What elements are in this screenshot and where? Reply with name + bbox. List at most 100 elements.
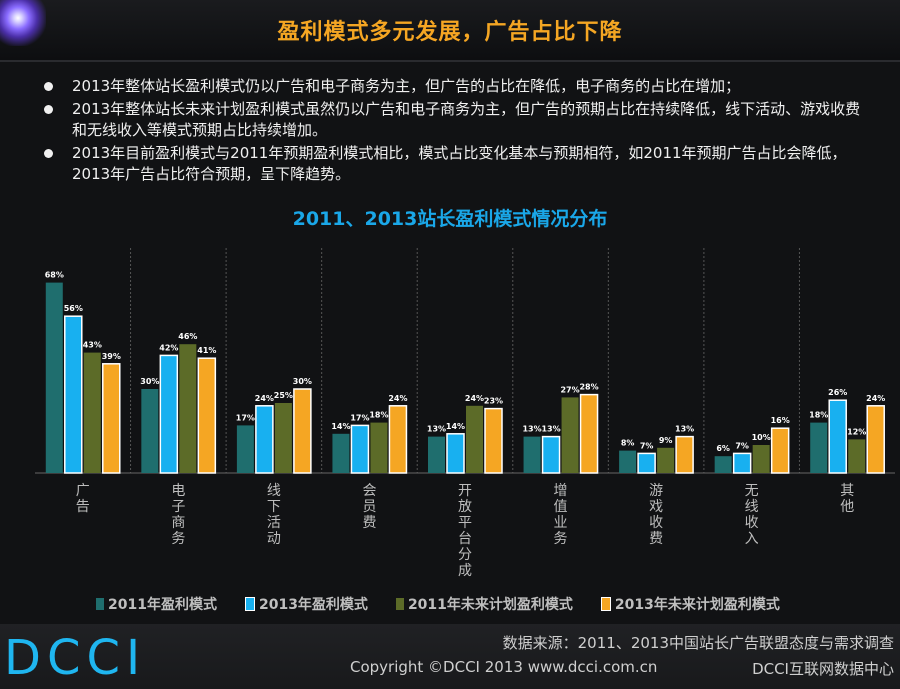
data-label-5-0: 13% xyxy=(522,425,541,434)
bullet-item: 2013年整体站长盈利模式仍以广告和电子商务为主，但广告的占比在降低，电子商务的… xyxy=(44,76,874,97)
bar-8-1 xyxy=(828,399,847,474)
legend-label: 2013年盈利模式 xyxy=(258,597,368,613)
data-label-6-3: 13% xyxy=(675,425,694,434)
bar-0-0 xyxy=(45,282,63,473)
legend-swatch xyxy=(244,597,255,611)
data-label-8-3: 24% xyxy=(866,394,885,403)
bullet-list: 2013年整体站长盈利模式仍以广告和电子商务为主，但广告的占比在降低，电子商务的… xyxy=(44,76,874,187)
bar-1-3 xyxy=(197,357,217,474)
legend-swatch xyxy=(96,598,104,610)
bar-3-1 xyxy=(350,424,370,474)
chart-title: 2011、2013站长盈利模式情况分布 xyxy=(292,208,608,230)
bar-5-3 xyxy=(579,393,599,474)
bar-8-0 xyxy=(810,422,828,473)
legend-item-2013-future: 2013年未来计划盈利模式 xyxy=(600,594,780,614)
category-label-0-char-0: 广 xyxy=(76,483,90,499)
page-title: 盈利模式多元发展，广告占比下降 xyxy=(277,20,623,45)
category-label-5-char-2: 业 xyxy=(554,515,568,531)
bar-3-0 xyxy=(332,433,350,473)
title-band xyxy=(0,0,900,62)
bar-8-3 xyxy=(866,405,885,474)
bar-8-2 xyxy=(848,439,866,473)
legend-label: 2011年盈利模式 xyxy=(108,597,217,613)
category-label-1-char-2: 商 xyxy=(171,515,185,531)
bar-3-2 xyxy=(370,422,388,473)
bar-2-1 xyxy=(255,405,274,474)
bar-4-0 xyxy=(428,436,445,473)
legend-swatch xyxy=(395,598,404,610)
bar-4-2 xyxy=(466,405,483,473)
data-label-3-0: 14% xyxy=(331,422,350,431)
legend-item-2013-current: 2013年盈利模式 xyxy=(244,594,368,614)
legend-swatch xyxy=(600,597,611,611)
bar-4-1 xyxy=(446,433,465,474)
category-label-7-char-3: 入 xyxy=(745,531,759,547)
bar-2-3 xyxy=(293,388,312,474)
data-label-4-1: 14% xyxy=(446,422,465,431)
dcci-logo: DCCI xyxy=(4,630,147,686)
glow-orb-decoration xyxy=(0,0,46,46)
bar-3-3 xyxy=(388,405,408,474)
bar-6-1 xyxy=(637,452,656,474)
category-label-6-char-2: 收 xyxy=(649,515,663,531)
category-label-1-char-3: 务 xyxy=(171,531,185,547)
category-label-7-char-2: 收 xyxy=(745,515,759,531)
data-label-4-0: 13% xyxy=(427,425,446,434)
data-label-0-3: 39% xyxy=(102,352,121,361)
data-label-2-0: 17% xyxy=(236,413,255,422)
category-label-4-char-5: 成 xyxy=(458,563,472,579)
bar-5-0 xyxy=(523,436,541,473)
category-label-4-char-0: 开 xyxy=(458,483,472,499)
category-label-4-char-4: 分 xyxy=(458,547,472,563)
category-label-4-char-2: 平 xyxy=(458,515,472,531)
bar-5-2 xyxy=(561,397,579,473)
legend-item-2011-current: 2011年盈利模式 xyxy=(96,594,217,614)
data-label-6-0: 8% xyxy=(621,439,635,448)
category-label-0-char-1: 告 xyxy=(76,499,90,515)
data-label-3-3: 24% xyxy=(388,394,407,403)
bullet-item: 2013年目前盈利模式与2011年预期盈利模式相比，模式占比变化基本与预期相符，… xyxy=(44,143,874,185)
legend-label: 2011年未来计划盈利模式 xyxy=(407,597,573,613)
category-label-6-char-0: 游 xyxy=(649,483,663,499)
category-label-7-char-1: 线 xyxy=(745,499,759,515)
bar-7-3 xyxy=(770,427,790,474)
data-label-7-1: 7% xyxy=(735,441,749,450)
data-label-4-2: 24% xyxy=(465,394,484,403)
bar-6-0 xyxy=(619,450,637,473)
data-label-7-3: 16% xyxy=(771,416,790,425)
category-label-1-char-1: 子 xyxy=(171,499,185,515)
data-source: 数据来源：2011、2013中国站长广告联盟态度与需求调查 xyxy=(502,634,894,652)
data-label-6-1: 7% xyxy=(640,441,654,450)
bar-4-3 xyxy=(484,407,503,474)
company-name: DCCI互联网数据中心 xyxy=(752,660,894,678)
category-label-5-char-0: 增 xyxy=(554,483,568,499)
bar-0-2 xyxy=(83,352,101,473)
category-label-3-char-1: 员 xyxy=(362,499,376,515)
legend-item-2011-future: 2011年未来计划盈利模式 xyxy=(395,594,573,614)
data-label-1-2: 46% xyxy=(178,332,197,341)
data-label-8-2: 12% xyxy=(847,427,866,436)
data-label-8-1: 26% xyxy=(828,388,847,397)
bar-0-3 xyxy=(102,363,121,474)
bar-2-2 xyxy=(274,403,292,473)
data-label-2-1: 24% xyxy=(255,394,274,403)
bar-1-2 xyxy=(179,344,197,473)
chart-legend: 2011年盈利模式 2013年盈利模式 2011年未来计划盈利模式 2013年未… xyxy=(96,594,780,614)
bar-2-0 xyxy=(236,425,254,473)
data-label-2-2: 25% xyxy=(274,391,293,400)
bar-7-1 xyxy=(732,452,752,474)
data-label-5-1: 13% xyxy=(541,425,560,434)
category-label-2-char-2: 活 xyxy=(267,515,281,531)
bar-7-0 xyxy=(714,456,732,473)
data-label-1-3: 41% xyxy=(197,346,216,355)
category-label-2-char-3: 动 xyxy=(267,531,281,547)
data-label-3-2: 18% xyxy=(369,411,388,420)
category-label-5-char-1: 值 xyxy=(554,499,568,515)
category-label-6-char-3: 费 xyxy=(649,531,663,547)
category-label-5-char-3: 务 xyxy=(554,531,568,547)
data-label-6-2: 9% xyxy=(659,436,673,445)
data-label-2-3: 30% xyxy=(293,377,312,386)
bullet-item: 2013年整体站长未来计划盈利模式虽然仍以广告和电子商务为主，但广告的预期占比在… xyxy=(44,99,874,141)
category-label-6-char-1: 戏 xyxy=(649,499,663,515)
